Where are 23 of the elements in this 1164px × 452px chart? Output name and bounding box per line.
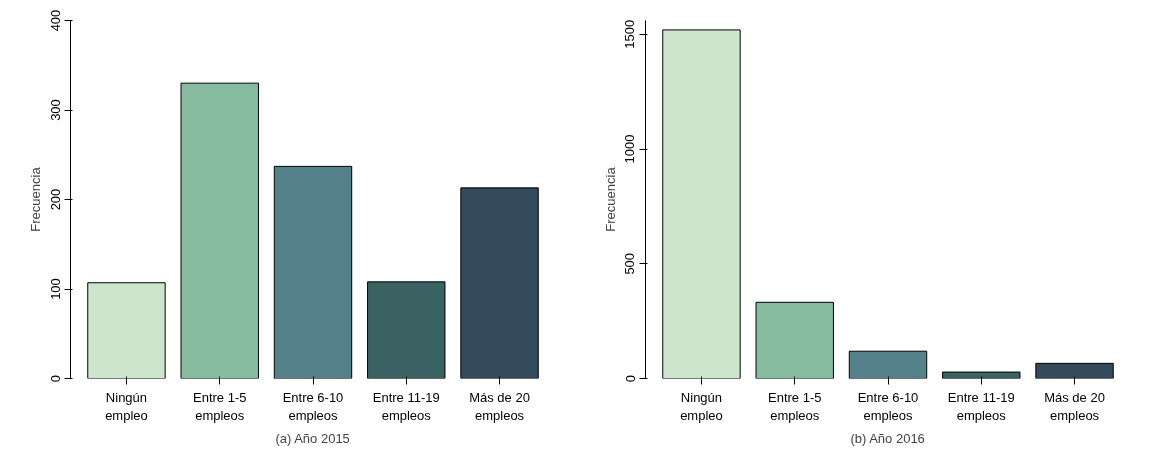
- y-tick-label: 100: [47, 278, 63, 300]
- y-tick-label: 300: [47, 99, 63, 121]
- x-tick-label: Entre 1-5 empleos: [767, 389, 822, 423]
- y-axis-title: Frecuencia: [602, 166, 618, 232]
- y-tick-label: 1000: [622, 134, 638, 164]
- x-tick-label: Ningún empleo: [105, 389, 148, 423]
- x-tick-label: Ningún empleo: [680, 389, 723, 423]
- x-tick-label: Entre 6-10 empleos: [282, 389, 344, 423]
- x-axis-title: (a) Año 2015: [275, 430, 350, 446]
- y-tick-label: 1500: [622, 19, 638, 49]
- x-tick-label: Más de 20 empleos: [469, 389, 530, 423]
- y-axis-title: Frecuencia: [27, 166, 43, 232]
- x-axis-title: (b) Año 2016: [850, 430, 925, 446]
- x-tick-label: Más de 20 empleos: [1044, 389, 1105, 423]
- x-tick-label: Entre 11-19 empleos: [372, 389, 440, 423]
- x-tick-label: Entre 11-19 empleos: [947, 389, 1015, 423]
- x-tick-label: Entre 6-10 empleos: [857, 389, 919, 423]
- y-tick-label: 500: [622, 252, 638, 275]
- x-tick-label: Entre 1-5 empleos: [192, 389, 247, 423]
- y-tick-label: 0: [47, 374, 63, 383]
- y-tick-label: 0: [622, 374, 638, 383]
- y-tick-label: 200: [47, 188, 63, 211]
- y-tick-label: 400: [47, 9, 63, 32]
